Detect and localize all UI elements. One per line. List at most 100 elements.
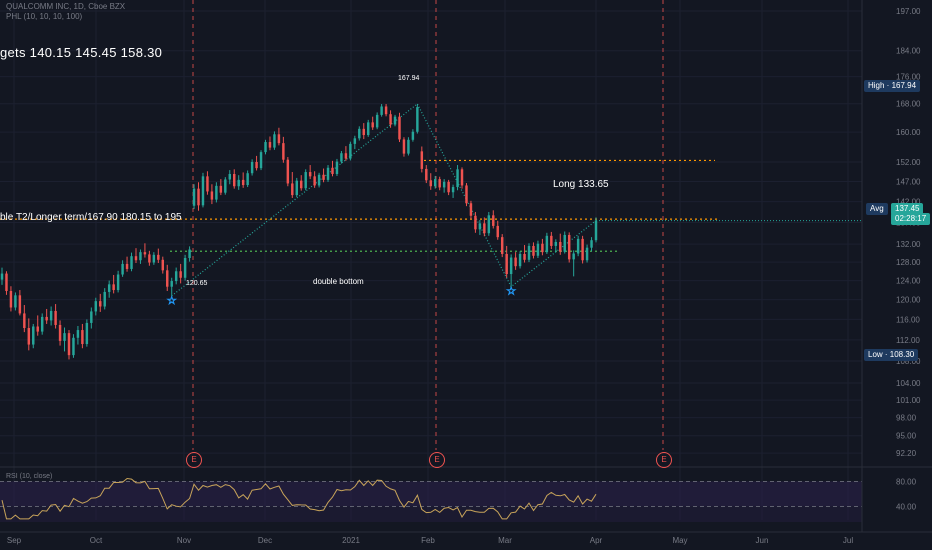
candle-body: [54, 310, 57, 325]
earnings-marker[interactable]: E: [656, 452, 672, 468]
candle-body: [237, 179, 240, 187]
candle-body: [380, 106, 383, 115]
earnings-marker[interactable]: E: [186, 452, 202, 468]
candle-body: [322, 174, 325, 180]
candle-body: [331, 167, 334, 174]
candle-body: [375, 114, 379, 128]
candle-body: [18, 295, 22, 314]
candle-body: [492, 215, 495, 226]
price-tick-label: 112.00: [896, 336, 920, 345]
candle-body: [300, 180, 303, 189]
candle-body: [581, 238, 584, 261]
candle-body: [451, 187, 455, 193]
candle-body: [166, 270, 169, 287]
star-marker: ☆: [167, 294, 177, 307]
candle-body: [174, 271, 178, 282]
rsi-legend[interactable]: RSI (10, close): [6, 473, 53, 480]
candle-body: [63, 333, 66, 341]
longterm-annotation: ble T2/Longer term/167.90 180.15 to 195: [0, 212, 182, 223]
candle-body: [9, 290, 13, 308]
low-price-tag: Low · 108.30: [864, 349, 919, 361]
candle-body: [36, 326, 39, 332]
candle-body: [228, 173, 232, 180]
candle-body: [523, 253, 526, 260]
candle-body: [420, 151, 424, 169]
candle-body: [286, 159, 290, 184]
candle-body: [590, 240, 593, 248]
candle-body: [335, 161, 339, 174]
candles: [0, 103, 598, 360]
candle-body: [402, 139, 406, 154]
candle-body: [349, 143, 352, 159]
time-tick-label: Jul: [843, 536, 853, 545]
time-tick-label: Dec: [258, 536, 272, 545]
candle-body: [170, 281, 173, 287]
earnings-marker[interactable]: E: [429, 452, 445, 468]
candle-body: [559, 241, 562, 252]
price-tick-label: 101.00: [896, 396, 921, 405]
rsi-band: [0, 481, 862, 507]
candle-body: [585, 247, 589, 261]
price-tick-label: 98.00: [896, 414, 917, 423]
candle-body: [27, 328, 31, 345]
candle-body: [304, 172, 307, 189]
candle-body: [317, 174, 321, 186]
candle-body: [273, 134, 276, 148]
candle-body: [85, 322, 89, 345]
candle-body: [259, 152, 263, 169]
price-tick-label: 108.00: [896, 357, 921, 366]
candle-body: [308, 172, 312, 177]
candle-body: [45, 316, 48, 321]
candle-body: [554, 241, 558, 246]
candle-body: [295, 180, 298, 196]
chart-grid: [0, 0, 862, 520]
candle-body: [67, 333, 71, 356]
candle-body: [460, 169, 464, 186]
candle-body: [532, 245, 535, 256]
candle-body: [340, 153, 343, 162]
candle-body: [425, 168, 428, 181]
candle-body: [465, 185, 468, 204]
candle-body: [192, 188, 196, 206]
candle-body: [496, 225, 499, 238]
candle-body: [487, 215, 491, 234]
candle-body: [505, 253, 508, 275]
candle-body: [353, 138, 357, 144]
candle-body: [148, 254, 151, 263]
candle-body: [509, 257, 513, 275]
candle-body: [576, 238, 580, 254]
candle-body: [398, 116, 401, 140]
candle-body: [14, 295, 17, 308]
candle-body: [474, 215, 477, 230]
time-tick-label: Nov: [177, 536, 191, 545]
candle-body: [246, 173, 249, 186]
rsi-tick-label: 80.00: [896, 477, 917, 486]
candle-body: [143, 252, 147, 255]
candle-body: [456, 169, 459, 188]
symbol-title[interactable]: QUALCOMM INC, 1D, Cboe BZX: [6, 2, 126, 11]
candle-body: [500, 237, 504, 254]
candle-body: [161, 259, 165, 271]
candle-body: [188, 249, 191, 258]
candle-body: [344, 153, 348, 159]
long-entry-annotation: Long 133.65: [553, 179, 609, 190]
candle-body: [241, 179, 245, 186]
candle-body: [103, 291, 106, 307]
indicator-label[interactable]: PHL (10, 10, 10, 100): [6, 12, 83, 21]
candle-body: [268, 142, 272, 148]
candle-body: [130, 256, 133, 269]
candle-body: [49, 310, 53, 321]
price-tick-label: 152.00: [896, 158, 921, 167]
price-tick-label: 104.00: [896, 379, 921, 388]
candle-body: [233, 173, 236, 187]
candle-body: [536, 243, 540, 256]
price-tick-label: 160.00: [896, 128, 921, 137]
candle-body: [76, 330, 80, 338]
candle-body: [594, 220, 598, 241]
candle-body: [5, 273, 8, 291]
price-tick-label: 197.00: [896, 7, 921, 16]
candle-body: [201, 176, 205, 206]
candle-body: [416, 107, 419, 132]
current-price-tag: 137.45: [891, 203, 924, 215]
